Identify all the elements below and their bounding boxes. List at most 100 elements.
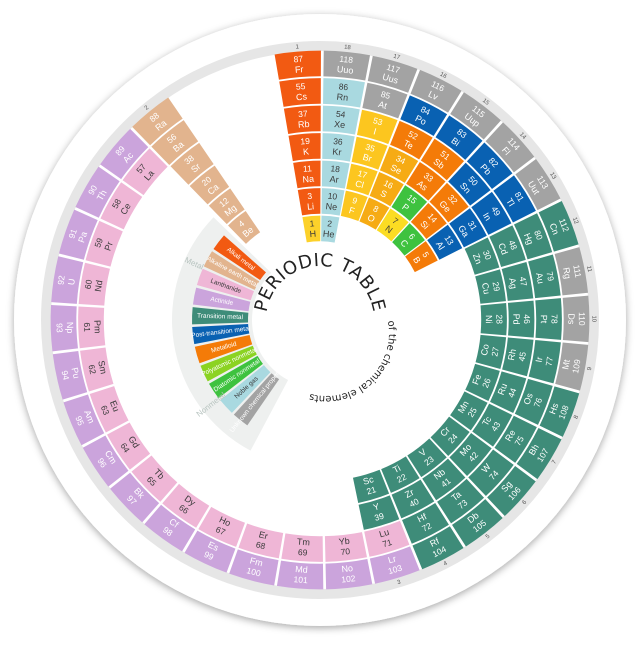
atomic-number: 108 — [556, 404, 570, 421]
legend-swatch — [220, 365, 271, 413]
atomic-number: 48 — [507, 239, 520, 252]
element-cell-bg — [276, 560, 324, 590]
element-cell-bg — [475, 269, 506, 304]
atomic-number: 63 — [99, 404, 112, 417]
element-symbol: Pd — [511, 314, 521, 325]
atomic-number: 68 — [255, 539, 267, 551]
element-cell-bg — [132, 97, 183, 146]
element-cell-bg — [514, 378, 553, 425]
element-cell-s: 16S — [369, 171, 404, 207]
element-cell-bg — [437, 478, 485, 524]
element-cell-u: 92 U — [51, 256, 84, 304]
element-symbol: Es — [206, 539, 220, 553]
group-number: 13 — [548, 172, 557, 181]
element-cell-bg — [490, 371, 527, 413]
element-cell-bg — [485, 122, 535, 173]
element-symbol: Cn — [548, 222, 561, 236]
group-number: 4 — [443, 560, 449, 567]
atomic-number: 79 — [545, 271, 557, 282]
element-cell-n: 7N — [376, 208, 409, 242]
element-cell-bg — [448, 162, 491, 206]
element-symbol: V — [417, 447, 428, 459]
element-symbol: Ag — [507, 277, 519, 290]
element-cell-bg — [429, 182, 469, 223]
element-symbol: U — [66, 278, 77, 286]
element-symbol: Ir — [534, 356, 545, 363]
element-symbol: Lv — [427, 89, 440, 102]
element-symbol: Uus — [381, 72, 400, 86]
atomic-number: 52 — [407, 129, 420, 142]
atomic-number: 16 — [382, 178, 395, 191]
element-cell-bg — [450, 92, 501, 140]
atomic-number: 54 — [336, 109, 347, 120]
atomic-number: 100 — [246, 565, 263, 578]
element-cell-be: 4Be — [228, 211, 261, 244]
group-number: 14 — [518, 132, 527, 141]
atomic-number: 109 — [570, 358, 582, 374]
atomic-number: 84 — [419, 104, 432, 117]
atomic-number: 58 — [110, 197, 124, 210]
element-symbol: Pu — [70, 367, 82, 380]
atomic-number: 69 — [298, 547, 308, 558]
element-symbol: Na — [302, 174, 314, 185]
element-cell-h: 1H — [302, 215, 321, 243]
atomic-number: 6 — [407, 231, 418, 241]
element-symbol: Ce — [118, 201, 132, 216]
element-cell-bg — [359, 197, 390, 230]
legend-item: Post-transition metal — [191, 323, 251, 345]
element-symbol: Er — [258, 529, 269, 541]
element-symbol: Cs — [296, 91, 308, 102]
element-cell-bg — [325, 559, 373, 590]
group-number: 5 — [485, 533, 492, 540]
element-symbol: Eu — [108, 399, 121, 413]
element-symbol: B — [411, 255, 423, 265]
element-cell-bg — [107, 422, 151, 470]
legend-label: Actinide — [210, 296, 234, 307]
element-symbol: Np — [65, 322, 75, 334]
group-number: 17 — [392, 54, 401, 62]
element-symbol: No — [341, 563, 354, 574]
group-number: 11 — [585, 265, 592, 273]
atomic-number: 19 — [300, 136, 311, 147]
element-cell-bg — [379, 146, 419, 183]
element-cell-bg — [362, 82, 408, 119]
element-cell-pm: 61 Pm — [78, 306, 106, 349]
atomic-number: 62 — [86, 364, 98, 376]
element-cell-bg — [376, 208, 409, 242]
element-cell-bg — [144, 504, 196, 552]
atomic-number: 60 — [83, 279, 94, 290]
element-symbol: Y — [372, 501, 381, 512]
element-cell-bg — [407, 438, 447, 478]
group-number: 3 — [397, 579, 403, 586]
element-cell-bg — [198, 506, 245, 547]
element-cell-bg — [471, 191, 512, 235]
element-symbol: Hg — [522, 232, 535, 246]
